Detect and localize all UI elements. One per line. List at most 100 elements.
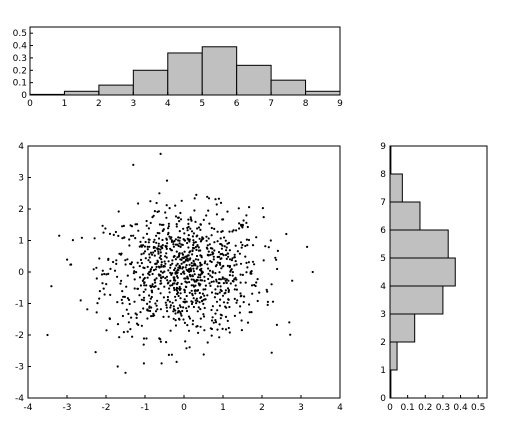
right-hist-bar-5 bbox=[389, 229, 449, 259]
scatter-point bbox=[117, 234, 120, 237]
scatter-point bbox=[186, 324, 189, 327]
scatter-point bbox=[261, 207, 264, 210]
scatter-point bbox=[107, 272, 110, 275]
scatter-point bbox=[148, 306, 151, 309]
scatter-point bbox=[135, 271, 138, 274]
scatter-point bbox=[188, 240, 191, 243]
scatter-point bbox=[142, 278, 145, 281]
scatter-point bbox=[151, 283, 154, 286]
scatter-point bbox=[179, 258, 182, 261]
scatter-point bbox=[172, 245, 175, 248]
scatter-point bbox=[127, 321, 130, 324]
scatter-point bbox=[187, 238, 190, 241]
scatter-point bbox=[138, 245, 141, 248]
scatter-point bbox=[195, 193, 198, 196]
scatter-point bbox=[203, 306, 206, 310]
scatter-point bbox=[206, 254, 209, 257]
scatter-point bbox=[213, 241, 216, 244]
scatter-point bbox=[250, 284, 254, 287]
scatter-point bbox=[195, 297, 198, 300]
scatter-point bbox=[116, 275, 119, 278]
scatter-point bbox=[223, 277, 226, 280]
scatter-point bbox=[242, 301, 245, 304]
scatter-point bbox=[198, 301, 201, 304]
scatter-point bbox=[112, 260, 115, 264]
scatter-point bbox=[199, 228, 202, 231]
scatter-point bbox=[175, 223, 178, 226]
scatter-point bbox=[202, 218, 205, 221]
scatter-point bbox=[214, 288, 217, 291]
scatter-point bbox=[146, 245, 149, 248]
scatter-point bbox=[229, 270, 232, 273]
scatter-point bbox=[180, 282, 183, 285]
scatter-point bbox=[202, 315, 206, 318]
scatter-point bbox=[139, 240, 142, 243]
scatter-point bbox=[182, 261, 185, 264]
scatter-point bbox=[224, 279, 227, 282]
scatter-point bbox=[94, 351, 97, 354]
scatter-point bbox=[288, 321, 291, 324]
scatter-point bbox=[165, 247, 168, 250]
scatter-point bbox=[207, 209, 210, 212]
scatter-point bbox=[172, 305, 175, 308]
scatter-point bbox=[187, 246, 190, 249]
scatter-point bbox=[154, 281, 157, 284]
scatter-point bbox=[164, 211, 167, 214]
scatter-point bbox=[178, 239, 181, 242]
scatter-point bbox=[130, 225, 134, 228]
top-hist-bar-4 bbox=[167, 52, 203, 96]
scatter-point bbox=[193, 263, 197, 266]
scatter-point bbox=[143, 266, 146, 270]
scatter-point bbox=[203, 275, 206, 278]
scatter-point bbox=[156, 299, 159, 302]
scatter-point bbox=[216, 240, 219, 243]
scatter-point bbox=[128, 302, 131, 306]
scatter-point bbox=[159, 274, 162, 277]
scatter-point bbox=[133, 287, 136, 290]
scatter-point bbox=[174, 324, 178, 327]
scatter-point bbox=[246, 266, 249, 269]
scatter-point bbox=[211, 305, 214, 308]
scatter-point bbox=[224, 328, 228, 331]
scatter-point bbox=[129, 328, 132, 331]
scatter-point bbox=[241, 273, 244, 276]
scatter-point bbox=[240, 319, 243, 322]
scatter-point bbox=[107, 257, 110, 260]
scatter-point bbox=[203, 262, 206, 265]
scatter-point bbox=[179, 211, 182, 215]
scatter-point bbox=[222, 218, 225, 221]
scatter-point bbox=[176, 307, 180, 310]
scatter-point bbox=[218, 336, 221, 339]
scatter-point bbox=[226, 287, 230, 290]
scatter-point bbox=[193, 273, 196, 276]
scatter-point bbox=[96, 302, 99, 305]
scatter-point bbox=[145, 337, 148, 340]
scatter-point bbox=[222, 301, 226, 304]
scatter-point bbox=[171, 262, 174, 265]
scatter-point bbox=[126, 297, 129, 300]
scatter-point bbox=[185, 347, 188, 350]
top-hist-xtick-label: 8 bbox=[303, 99, 309, 109]
scatter-point bbox=[213, 296, 216, 299]
scatter-point bbox=[215, 263, 218, 267]
scatter-point bbox=[46, 333, 49, 337]
scatter-point bbox=[201, 292, 204, 295]
scatter-point bbox=[226, 210, 229, 213]
scatter-point bbox=[171, 259, 174, 262]
scatter-point bbox=[153, 249, 157, 252]
scatter-point bbox=[195, 302, 198, 305]
scatter-point bbox=[167, 281, 170, 284]
scatter-point bbox=[197, 273, 200, 276]
scatter-point bbox=[234, 244, 237, 247]
scatter-point bbox=[196, 325, 199, 328]
scatter-point bbox=[204, 284, 207, 287]
scatter-point bbox=[158, 256, 161, 259]
scatter-point bbox=[197, 331, 200, 334]
scatter-point bbox=[220, 247, 223, 250]
scatter-point bbox=[181, 256, 184, 259]
scatter-point bbox=[136, 261, 139, 264]
scatter-point bbox=[189, 257, 192, 260]
scatter-point bbox=[115, 259, 118, 262]
scatter-point bbox=[184, 300, 187, 303]
scatter-point bbox=[163, 260, 166, 263]
